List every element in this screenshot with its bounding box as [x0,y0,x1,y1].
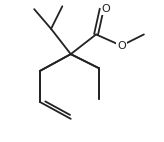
Text: O: O [102,4,111,14]
Text: O: O [117,41,126,51]
